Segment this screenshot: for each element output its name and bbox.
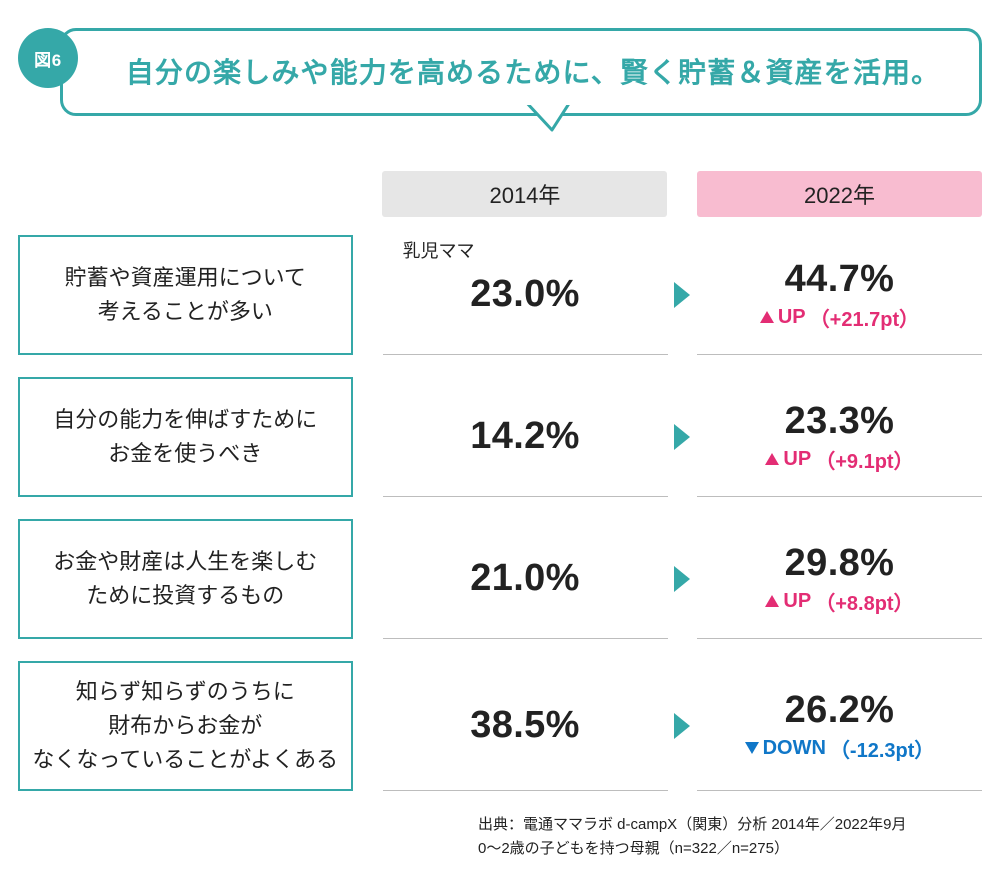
delta-value: （+21.7pt） <box>810 303 919 332</box>
row-label-line: 財布からお金が <box>108 709 262 743</box>
speech-bubble-tail-icon <box>526 102 570 139</box>
table-row: お金や財産は人生を楽しむために投資するもの21.0%29.8%UP（+8.8pt… <box>18 519 982 639</box>
table-row: 貯蓄や資産運用について考えることが多い乳児ママ23.0%44.7%UP（+21.… <box>18 235 982 355</box>
percent-2022: 29.8% <box>785 542 895 585</box>
arrow-up-icon <box>765 453 779 465</box>
figure-badge: 図6 <box>18 28 78 88</box>
percent-2022: 23.3% <box>785 400 895 443</box>
value-2022: 29.8%UP（+8.8pt） <box>697 519 982 639</box>
percent-2014: 21.0% <box>470 557 580 600</box>
delta-word: UP <box>783 590 811 613</box>
header: 図6 自分の楽しみや能力を高めるために、賢く貯蓄＆資産を活用。 <box>18 28 982 116</box>
arrow-up-icon <box>760 311 774 323</box>
delta-word: UP <box>783 448 811 471</box>
row-label-line: 自分の能力を伸ばすために <box>53 403 317 437</box>
value-2014: 38.5% <box>383 661 668 791</box>
row-label-line: ために投資するもの <box>86 579 284 613</box>
headline-text: 自分の楽しみや能力を高めるために、賢く貯蓄＆資産を活用。 <box>126 57 941 88</box>
delta-indicator: UP（+9.1pt） <box>765 445 913 474</box>
arrow-right-icon <box>668 661 697 791</box>
headline-bubble: 自分の楽しみや能力を高めるために、賢く貯蓄＆資産を活用。 <box>60 28 982 116</box>
delta-word: UP <box>778 306 806 329</box>
row-label: お金や財産は人生を楽しむために投資するもの <box>18 519 353 639</box>
value-2014: 乳児ママ 23.0% <box>383 235 668 355</box>
year-2014-header: 2014年 <box>382 171 667 217</box>
percent-2022: 26.2% <box>785 689 895 732</box>
column-headers: 2014年 2022年 <box>18 171 982 217</box>
delta-value: （+9.1pt） <box>815 445 913 474</box>
row-label-line: 貯蓄や資産運用について <box>65 261 306 295</box>
delta-indicator: UP（+8.8pt） <box>765 587 913 616</box>
value-2014: 14.2% <box>383 377 668 497</box>
delta-word: DOWN <box>763 737 826 760</box>
row-label: 自分の能力を伸ばすためにお金を使うべき <box>18 377 353 497</box>
table-row: 知らず知らずのうちに財布からお金がなくなっていることがよくある 38.5% 26.2… <box>18 661 982 791</box>
row-label-line: 知らず知らずのうちに <box>76 675 295 709</box>
value-2022: 26.2%DOWN（-12.3pt） <box>697 661 982 791</box>
delta-value: （+8.8pt） <box>815 587 913 616</box>
value-2022: 44.7%UP（+21.7pt） <box>697 235 982 355</box>
arrow-right-icon <box>668 519 697 639</box>
value-2014: 21.0% <box>383 519 668 639</box>
source-line-1: 出典：電通ママラボ d-campX（関東）分析 2014年／2022年9月 <box>478 813 982 837</box>
segment-label: 乳児ママ <box>403 237 475 263</box>
percent-2022: 44.7% <box>785 258 895 301</box>
percent-2014: 23.0% <box>470 273 580 316</box>
source-citation: 出典：電通ママラボ d-campX（関東）分析 2014年／2022年9月 0〜… <box>18 813 982 861</box>
arrow-right-icon <box>668 377 697 497</box>
row-label-line: お金や財産は人生を楽しむ <box>53 545 317 579</box>
arrow-up-icon <box>765 595 779 607</box>
row-label: 知らず知らずのうちに財布からお金がなくなっていることがよくある <box>18 661 353 791</box>
row-label: 貯蓄や資産運用について考えることが多い <box>18 235 353 355</box>
percent-2014: 38.5% <box>470 704 580 747</box>
delta-value: （-12.3pt） <box>830 734 934 763</box>
arrow-right-icon <box>668 235 697 355</box>
row-label-line: なくなっていることがよくある <box>32 743 338 777</box>
comparison-table: 貯蓄や資産運用について考えることが多い乳児ママ23.0%44.7%UP（+21.… <box>18 235 982 791</box>
year-2022-header: 2022年 <box>697 171 982 217</box>
delta-indicator: UP（+21.7pt） <box>760 303 919 332</box>
percent-2014: 14.2% <box>470 415 580 458</box>
table-row: 自分の能力を伸ばすためにお金を使うべき14.2%23.3%UP（+9.1pt） <box>18 377 982 497</box>
row-label-line: お金を使うべき <box>108 437 262 471</box>
arrow-down-icon <box>745 742 759 754</box>
value-2022: 23.3%UP（+9.1pt） <box>697 377 982 497</box>
row-label-line: 考えることが多い <box>98 295 273 329</box>
delta-indicator: DOWN（-12.3pt） <box>745 734 935 763</box>
